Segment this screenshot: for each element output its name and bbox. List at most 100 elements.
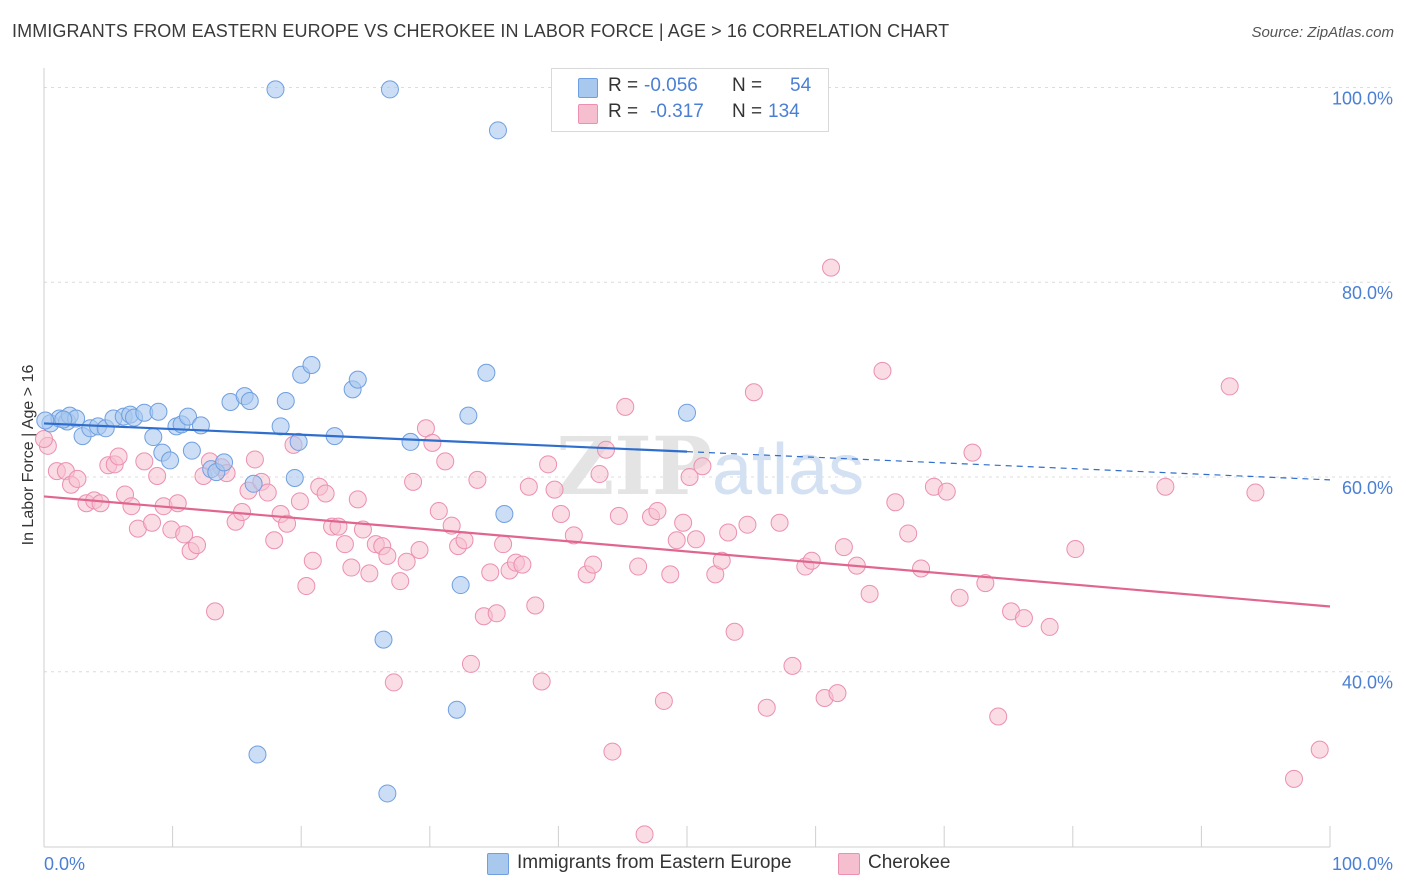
cherokee-point — [135, 452, 154, 471]
eastern-europe-point — [477, 363, 496, 382]
cherokee-point — [1014, 609, 1033, 628]
eastern-europe-point — [378, 784, 397, 803]
cherokee-point — [526, 596, 545, 615]
cherokee-point — [822, 258, 841, 277]
cherokee-point — [1156, 477, 1175, 496]
cherokee-point — [989, 707, 1008, 726]
y-tick-label: 80.0% — [1342, 283, 1393, 303]
eastern-europe-point — [276, 392, 295, 411]
series-legend: Immigrants from Eastern Europe Cherokee — [0, 852, 1406, 878]
cherokee-point — [783, 656, 802, 675]
cherokee-point — [616, 397, 635, 416]
cherokee-point — [68, 469, 87, 488]
cherokee-point — [1246, 483, 1265, 502]
eastern-europe-point — [488, 121, 507, 140]
cherokee-point — [481, 563, 500, 582]
cherokee-point — [335, 535, 354, 554]
cherokee-point — [378, 546, 397, 565]
cherokee-point — [976, 574, 995, 593]
cherokee-point — [648, 502, 667, 521]
eastern-europe-point — [266, 80, 285, 99]
eastern-europe-point — [161, 451, 180, 470]
cherokee-point — [712, 551, 731, 570]
eastern-europe-point — [244, 474, 263, 493]
trend-lines — [43, 422, 1331, 608]
cherokee-point — [143, 513, 162, 532]
eastern-europe-point — [459, 406, 478, 425]
cherokee-point — [348, 490, 367, 509]
cherokee-point — [1040, 617, 1059, 636]
cherokee-point — [1220, 377, 1239, 396]
eastern-europe-point — [179, 407, 198, 426]
cherokee-point — [770, 513, 789, 532]
eastern-europe-point — [36, 411, 55, 430]
eastern-europe-point — [451, 576, 470, 595]
cherokee-point — [519, 477, 538, 496]
cherokee-point — [674, 513, 693, 532]
cherokee-point — [719, 523, 738, 542]
cherokee-point — [91, 494, 110, 513]
cherokee-point — [834, 538, 853, 557]
x-tick-labels: 0.0% 100.0% — [44, 854, 1393, 874]
cherokee-point — [461, 654, 480, 673]
cherokee-point — [757, 698, 776, 717]
cherokee-point — [109, 447, 128, 466]
cherokee-point — [278, 514, 297, 533]
cherokee-point — [436, 452, 455, 471]
eastern-europe-point — [495, 504, 514, 523]
x-axis-ticks — [43, 826, 1331, 847]
cherokee-point — [513, 555, 532, 574]
cherokee-point — [603, 742, 622, 761]
cherokee-point — [886, 493, 905, 512]
cherokee-point — [539, 455, 558, 474]
legend-n-value: 134 — [768, 101, 800, 122]
legend-swatch-blue — [578, 78, 598, 98]
cherokee-point — [744, 383, 763, 402]
series-legend-swatch-pink — [838, 853, 860, 875]
cherokee-point — [188, 536, 207, 555]
cherokee-trend-line — [43, 495, 1331, 608]
cherokee-point — [303, 551, 322, 570]
cherokee-point — [654, 691, 673, 710]
cherokee-point — [564, 526, 583, 545]
y-tick-labels: 40.0% 60.0% 80.0% 100.0% — [1332, 88, 1393, 692]
eastern-europe-point — [248, 745, 267, 764]
cherokee-point — [423, 433, 442, 452]
cherokee-point — [290, 492, 309, 511]
cherokee-point — [873, 361, 892, 380]
cherokee-point — [258, 483, 277, 502]
series-legend-label: Immigrants from Eastern Europe — [517, 852, 792, 873]
cherokee-point — [590, 465, 609, 484]
cherokee-point — [342, 558, 361, 577]
eastern-europe-points — [36, 80, 696, 803]
legend-row-eastern-europe: R = -0.056 N = 54 — [552, 75, 828, 101]
cherokee-point — [1066, 540, 1085, 559]
cherokee-point — [1284, 769, 1303, 788]
cherokee-point — [35, 429, 53, 448]
y-tick-label: 60.0% — [1342, 478, 1393, 498]
cherokee-point — [391, 572, 410, 591]
eastern-europe-point — [215, 453, 234, 472]
cherokee-point — [148, 467, 167, 486]
eastern-europe-trend-extension — [686, 451, 1331, 481]
cherokee-point — [899, 524, 918, 543]
cherokee-point — [353, 520, 372, 539]
cherokee-point — [937, 482, 956, 501]
series-legend-swatch-blue — [487, 853, 509, 875]
eastern-europe-point — [401, 432, 420, 451]
cherokee-point — [122, 497, 141, 516]
legend-r-label: R = — [608, 75, 639, 96]
legend-n-value: 54 — [790, 75, 812, 96]
eastern-europe-point — [144, 428, 163, 447]
y-tick-label: 40.0% — [1342, 673, 1393, 693]
eastern-europe-point — [149, 402, 168, 421]
watermark-zip: ZIP — [556, 419, 712, 513]
eastern-europe-point — [447, 700, 466, 719]
cherokee-point — [410, 541, 429, 560]
cherokee-point — [693, 457, 712, 476]
cherokee-point — [316, 484, 335, 503]
eastern-europe-point — [374, 630, 393, 649]
legend-n-label: N = — [732, 101, 763, 122]
cherokee-points — [35, 258, 1329, 844]
